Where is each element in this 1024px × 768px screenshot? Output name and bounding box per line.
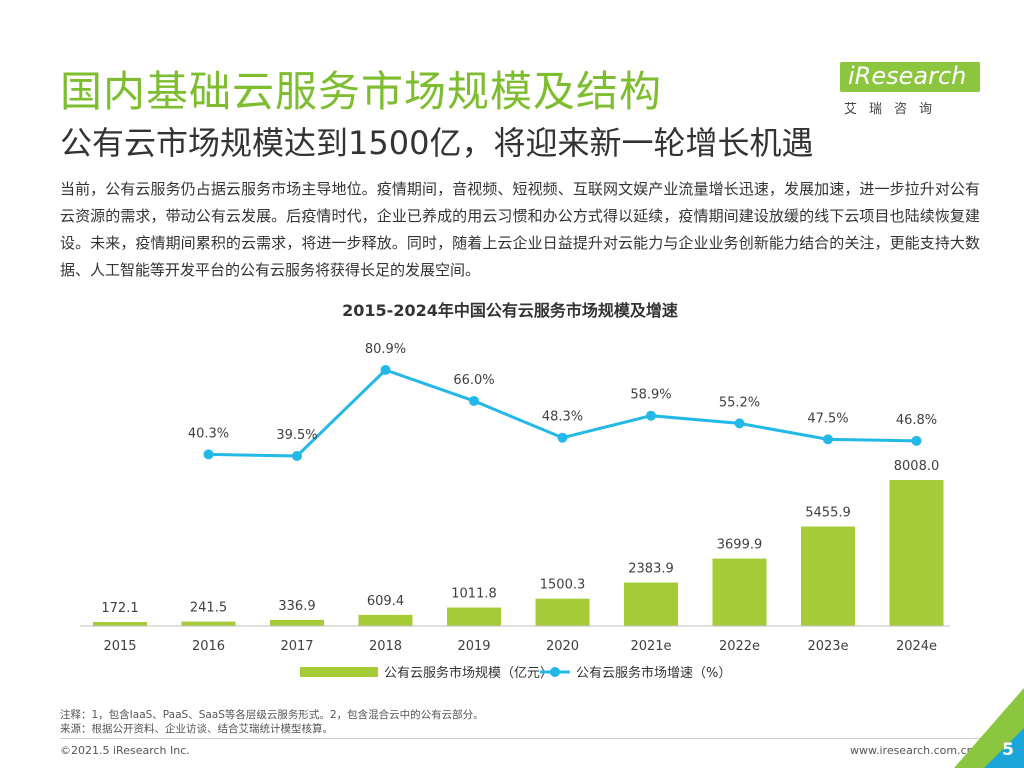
logo-badge: iResearch <box>840 62 980 92</box>
chart-title: 2015-2024年中国公有云服务市场规模及增速 <box>342 301 678 320</box>
bar-2022e <box>712 558 767 626</box>
bar-2016 <box>181 621 236 626</box>
x-tick-2018: 2018 <box>369 639 402 654</box>
legend-bar-label: 公有云服务市场规模（亿元） <box>384 665 553 681</box>
x-tick-2021e: 2021e <box>630 639 671 654</box>
bar-label-2019: 1011.8 <box>451 587 497 602</box>
legend-line-label: 公有云服务市场增速（%） <box>576 665 731 681</box>
growth-point-2023e <box>823 434 833 445</box>
bar-2023e <box>801 526 855 626</box>
bar-label-2016: 241.5 <box>190 601 227 616</box>
bar-label-2015: 172.1 <box>101 601 138 616</box>
bar-2020 <box>535 598 590 626</box>
growth-label-2024e: 46.8% <box>896 413 937 428</box>
bar-2024e <box>889 480 944 626</box>
bar-label-2023e: 5455.9 <box>805 506 851 521</box>
x-tick-2023e: 2023e <box>807 639 848 654</box>
website-link[interactable]: www.iresearch.com.cn <box>850 744 974 757</box>
note-text: 注释：1，包含IaaS、PaaS、SaaS等各层级云服务形式。2，包含混合云中的… <box>60 709 484 721</box>
x-tick-2020: 2020 <box>546 639 579 654</box>
logo-chinese-text: 艾瑞咨询 <box>844 102 945 117</box>
growth-label-2016: 40.3% <box>188 426 229 441</box>
copyright-text: ©2021.5 iResearch Inc. <box>60 744 190 757</box>
growth-point-2022e <box>734 418 745 429</box>
bar-label-2022e: 3699.9 <box>717 538 763 553</box>
logo-brand-text: iResearch <box>848 62 967 90</box>
bar-label-2018: 609.4 <box>367 594 404 609</box>
growth-label-2020: 48.3% <box>542 410 583 425</box>
x-tick-2024e: 2024e <box>896 639 937 654</box>
growth-point-2018 <box>380 365 391 375</box>
x-tick-2016: 2016 <box>192 639 225 654</box>
legend-line-marker <box>550 667 560 677</box>
bar-2018 <box>358 614 413 626</box>
legend-bar-swatch <box>300 667 378 677</box>
iresearch-logo: iResearch 艾瑞咨询 <box>840 58 980 118</box>
bar-label-2024e: 8008.0 <box>894 459 940 474</box>
x-tick-2022e: 2022e <box>719 639 760 654</box>
growth-point-2020 <box>557 432 568 443</box>
growth-point-2024e <box>911 435 922 446</box>
footer-divider <box>60 738 980 739</box>
bar-2019 <box>447 607 501 626</box>
source-text: 来源：根据公开资料、企业访谈、结合艾瑞统计模型核算。 <box>60 723 333 735</box>
body-paragraph: 当前，公有云服务仍占据云服务市场主导地位。疫情期间，音视频、短视频、互联网文娱产… <box>60 180 980 279</box>
growth-label-2023e: 47.5% <box>807 411 848 426</box>
bar-label-2021e: 2383.9 <box>628 562 674 577</box>
page-number: 5 <box>1002 740 1014 760</box>
growth-label-2021e: 58.9% <box>630 388 671 403</box>
growth-label-2022e: 55.2% <box>719 395 760 410</box>
growth-label-2017: 39.5% <box>276 428 317 443</box>
corner-decoration <box>954 688 1024 768</box>
bar-2017 <box>270 619 324 626</box>
page-title: 国内基础云服务市场规模及结构 <box>60 67 663 116</box>
x-tick-2015: 2015 <box>103 639 136 654</box>
growth-point-2017 <box>292 451 302 461</box>
x-tick-2019: 2019 <box>457 639 490 654</box>
corner-blue-shape <box>984 728 1024 768</box>
chart-notes: 注释：1，包含IaaS、PaaS、SaaS等各层级云服务形式。2，包含混合云中的… <box>60 708 484 736</box>
growth-point-2016 <box>203 449 214 460</box>
x-tick-2017: 2017 <box>280 639 313 654</box>
bar-2021e <box>624 582 678 626</box>
bar-label-2020: 1500.3 <box>540 578 586 593</box>
growth-label-2018: 80.9% <box>365 342 406 357</box>
page-subtitle: 公有云市场规模达到1500亿，将迎来新一轮增长机遇 <box>60 124 814 162</box>
growth-point-2021e <box>646 410 656 421</box>
growth-label-2019: 66.0% <box>453 373 494 388</box>
bar-2015 <box>93 622 147 626</box>
market-chart: 2015-2024年中国公有云服务市场规模及增速 172.1 241.5 336.9… <box>80 301 950 681</box>
bar-label-2017: 336.9 <box>278 599 315 614</box>
growth-point-2019 <box>469 395 479 406</box>
